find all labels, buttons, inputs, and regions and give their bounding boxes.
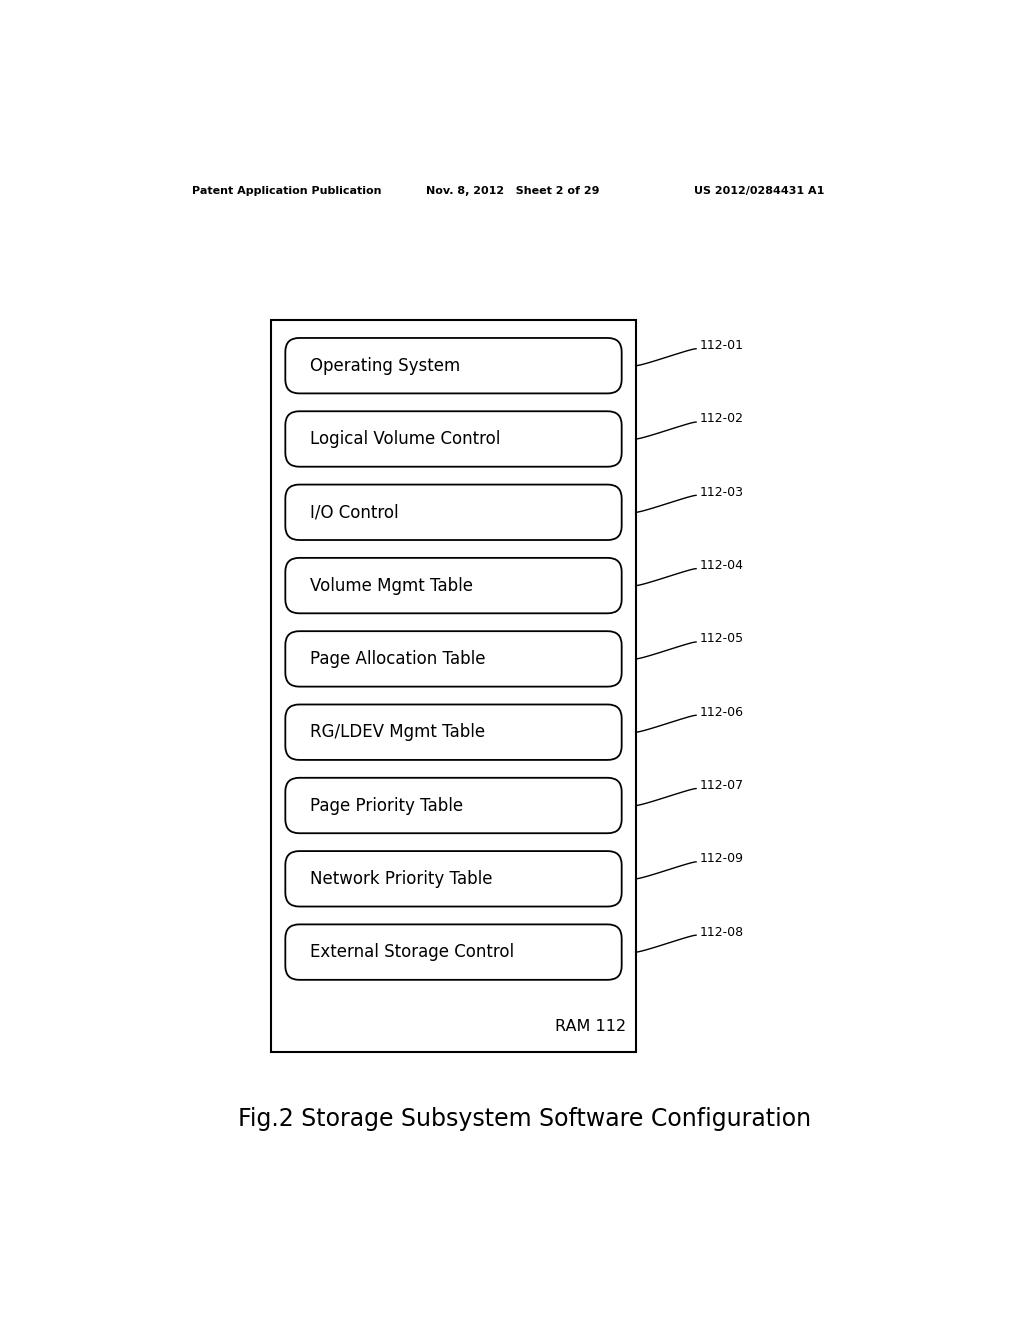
FancyBboxPatch shape (286, 558, 622, 614)
Text: 112-09: 112-09 (699, 853, 743, 866)
Text: External Storage Control: External Storage Control (310, 942, 514, 961)
Text: 112-08: 112-08 (699, 925, 743, 939)
Text: Nov. 8, 2012   Sheet 2 of 29: Nov. 8, 2012 Sheet 2 of 29 (426, 186, 600, 195)
FancyBboxPatch shape (286, 777, 622, 833)
FancyBboxPatch shape (286, 338, 622, 393)
FancyBboxPatch shape (286, 631, 622, 686)
Text: Operating System: Operating System (310, 356, 461, 375)
Text: Volume Mgmt Table: Volume Mgmt Table (310, 577, 473, 594)
Text: Page Priority Table: Page Priority Table (310, 796, 463, 814)
Text: 112-06: 112-06 (699, 706, 743, 718)
Text: 112-04: 112-04 (699, 560, 743, 572)
Text: 112-01: 112-01 (699, 339, 743, 352)
FancyBboxPatch shape (286, 705, 622, 760)
FancyBboxPatch shape (286, 924, 622, 979)
FancyBboxPatch shape (286, 484, 622, 540)
Text: 112-02: 112-02 (699, 412, 743, 425)
Text: US 2012/0284431 A1: US 2012/0284431 A1 (693, 186, 824, 195)
Bar (271, 321, 636, 1052)
Text: Logical Volume Control: Logical Volume Control (310, 430, 501, 447)
Text: 112-03: 112-03 (699, 486, 743, 499)
Text: Page Allocation Table: Page Allocation Table (310, 649, 485, 668)
FancyBboxPatch shape (286, 851, 622, 907)
Text: Fig.2 Storage Subsystem Software Configuration: Fig.2 Storage Subsystem Software Configu… (239, 1107, 811, 1131)
Text: Patent Application Publication: Patent Application Publication (191, 186, 381, 195)
Text: 112-07: 112-07 (699, 779, 743, 792)
Text: 112-05: 112-05 (699, 632, 743, 645)
Text: I/O Control: I/O Control (310, 503, 398, 521)
FancyBboxPatch shape (286, 412, 622, 467)
Text: Network Priority Table: Network Priority Table (310, 870, 493, 888)
Text: RG/LDEV Mgmt Table: RG/LDEV Mgmt Table (310, 723, 485, 742)
Text: RAM 112: RAM 112 (555, 1019, 627, 1035)
